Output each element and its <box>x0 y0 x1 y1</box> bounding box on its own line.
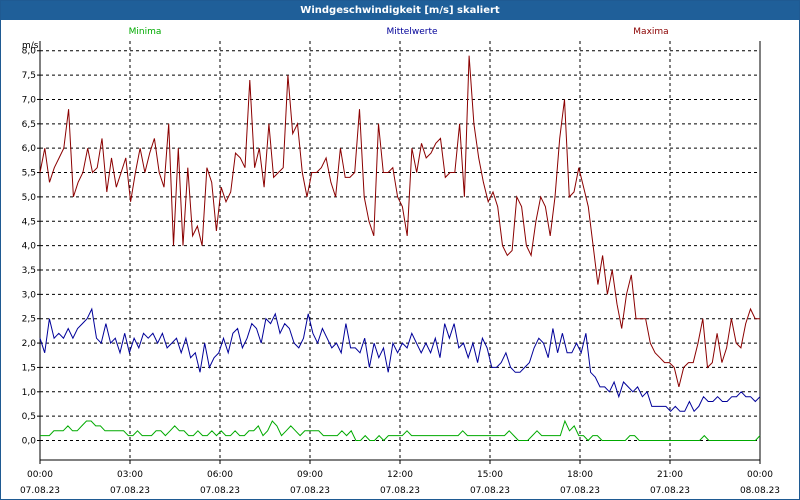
x-tick-time: 21:00 <box>657 470 683 480</box>
y-tick-label: 5,5 <box>22 169 36 179</box>
y-tick-label: 1,0 <box>22 388 37 398</box>
x-tick-date: 07.08.23 <box>470 486 510 496</box>
x-tick-date: 07.08.23 <box>560 486 600 496</box>
y-tick-label: 0,0 <box>22 437 37 447</box>
y-axis-ticks: 0,0 0,5 1,0 1,5 2,0 2,5 3,0 3,5 4,0 4,5 5,0 5,5 6,0 6… <box>22 47 40 447</box>
x-tick-time: 15:00 <box>477 470 503 480</box>
legend: Maxima Mittelwerte Minima <box>129 27 669 37</box>
y-tick-label: 2,0 <box>22 339 37 349</box>
x-tick-time: 00:00 <box>747 470 773 480</box>
y-tick-label: 4,5 <box>22 217 36 227</box>
x-axis-ticks: 00:00 07.08.23 03:00 07.08.23 06:00 07.08.23 0… <box>20 460 780 496</box>
x-tick-date: 07.08.23 <box>20 486 60 496</box>
series-lines <box>39 55 761 442</box>
y-tick-label: 8,0 <box>22 47 37 57</box>
y-tick-label: 0,5 <box>22 412 36 422</box>
chart-title: Windgeschwindigkeit [m/s] skaliert <box>1 1 799 20</box>
series-maxima-line <box>39 55 760 388</box>
series-minima-line <box>40 419 761 442</box>
y-axis-label: m/s <box>22 41 39 51</box>
x-tick-time: 00:00 <box>27 470 53 480</box>
y-tick-label: 1,5 <box>22 363 36 373</box>
x-tick-time: 12:00 <box>387 470 413 480</box>
y-tick-label: 2,5 <box>22 315 36 325</box>
y-tick-label: 4,0 <box>22 242 37 252</box>
x-tick-time: 09:00 <box>297 470 323 480</box>
y-tick-label: 7,5 <box>22 71 36 81</box>
y-tick-label: 3,5 <box>22 266 36 276</box>
x-tick-time: 03:00 <box>117 470 143 480</box>
x-tick-date: 07.08.23 <box>650 486 690 496</box>
x-tick-date: 08.08.23 <box>740 486 780 496</box>
x-tick-date: 07.08.23 <box>110 486 150 496</box>
legend-mittelwerte: Mittelwerte <box>386 27 437 37</box>
grid <box>40 41 760 460</box>
y-tick-label: 6,5 <box>22 120 36 130</box>
series-mittelwerte-line <box>39 307 761 413</box>
y-tick-label: 7,0 <box>22 95 37 105</box>
y-tick-label: 5,0 <box>22 193 37 203</box>
legend-minima: Minima <box>129 27 162 37</box>
x-tick-date: 07.08.23 <box>290 486 330 496</box>
x-tick-time: 06:00 <box>207 470 233 480</box>
x-tick-date: 07.08.23 <box>380 486 420 496</box>
x-tick-date: 07.08.23 <box>200 486 240 496</box>
y-tick-label: 3,0 <box>22 290 37 300</box>
y-tick-label: 6,0 <box>22 144 37 154</box>
x-tick-time: 18:00 <box>567 470 593 480</box>
legend-maxima: Maxima <box>633 27 668 37</box>
